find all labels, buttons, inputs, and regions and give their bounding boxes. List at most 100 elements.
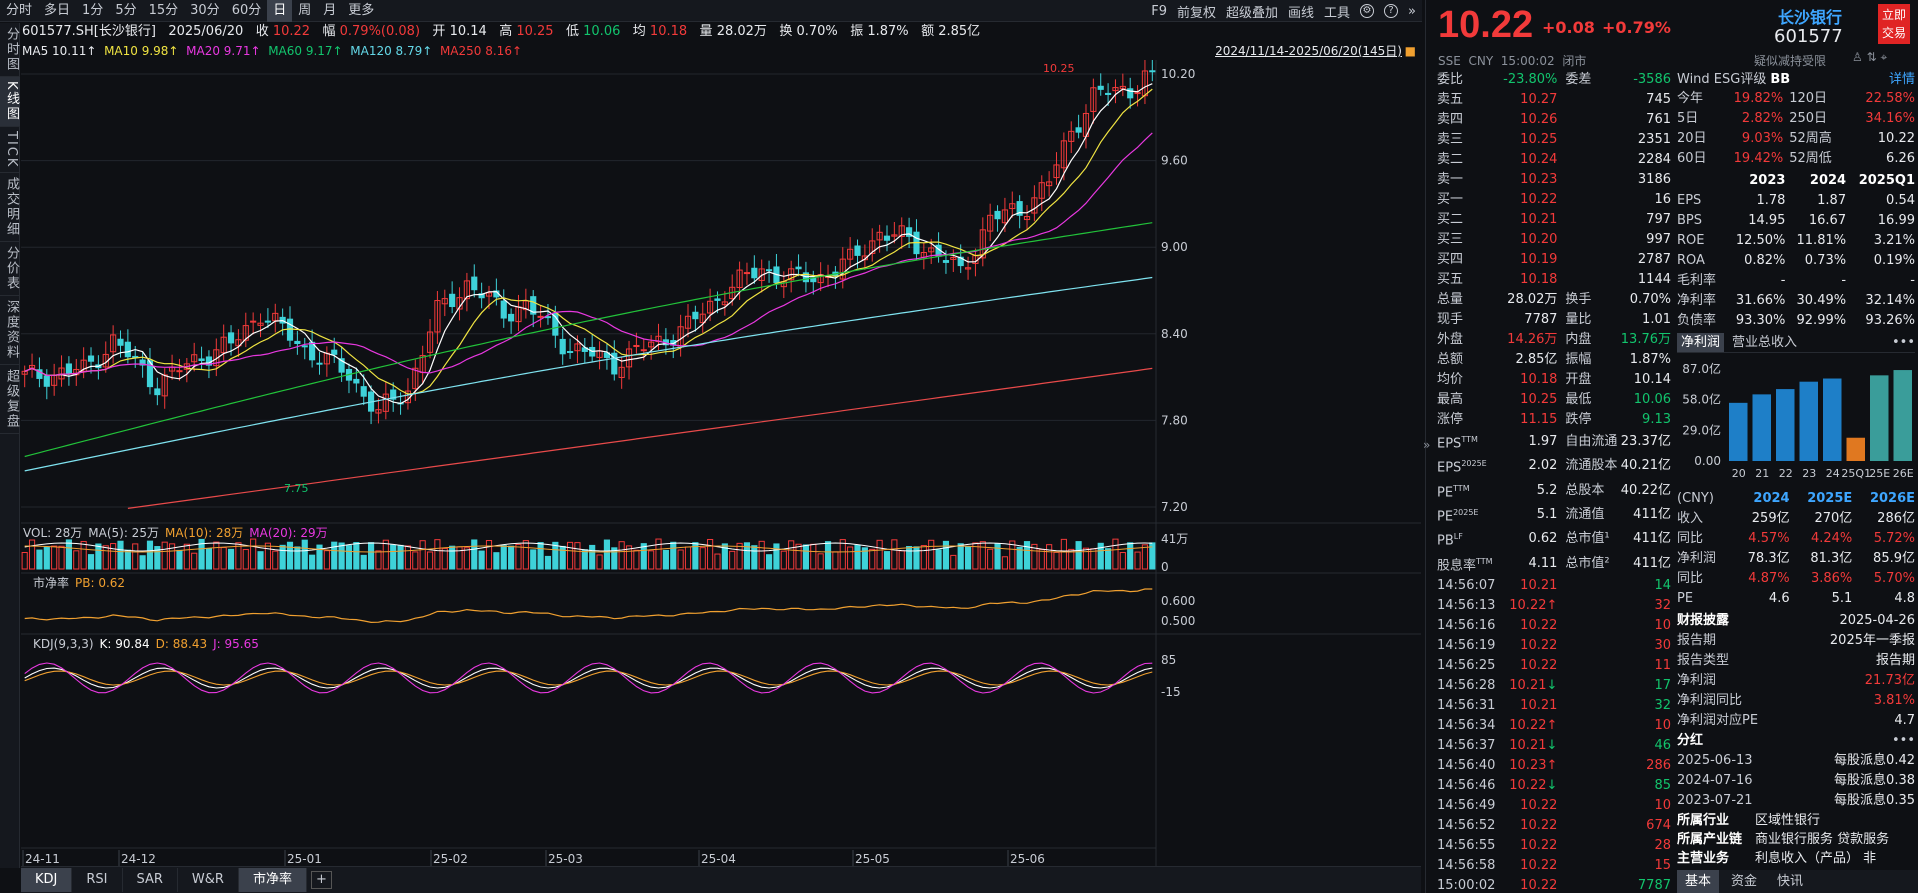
tick-time: 14:56:19 <box>1437 637 1496 653</box>
ma250-line <box>127 367 1153 509</box>
lock-icon[interactable]: ■ <box>1404 44 1416 58</box>
collapse-icon[interactable]: » <box>1408 3 1416 19</box>
settings-icon[interactable]: ⚙ <box>1360 4 1375 18</box>
profit-tab[interactable]: 净利润 <box>1677 333 1725 352</box>
add-indicator-icon[interactable]: + <box>310 871 332 889</box>
fin-value: 32.14% <box>1865 293 1915 308</box>
leftnav-item[interactable]: K线图 <box>0 77 20 127</box>
candle-body <box>1031 197 1038 214</box>
help-icon[interactable]: ? <box>1384 4 1399 18</box>
profit-bar <box>1893 370 1912 461</box>
candle-body <box>257 322 264 326</box>
panel-tab[interactable]: 资金 <box>1731 874 1758 889</box>
period-tab[interactable]: 月 <box>323 2 337 18</box>
indicator-tab[interactable]: RSI <box>72 868 123 892</box>
candle-body <box>574 343 581 352</box>
indicator-tab[interactable]: KDJ <box>21 868 73 892</box>
candle-body <box>839 258 846 280</box>
period-tab[interactable]: 分时 <box>6 2 33 18</box>
profit-bar <box>1823 378 1842 461</box>
period-tab[interactable]: 更多 <box>348 2 375 18</box>
spacer <box>1557 756 1619 776</box>
candle-body <box>146 360 154 388</box>
panel-icons[interactable]: ♙ ⇅ ⌖ <box>1852 50 1888 64</box>
kline-chart[interactable]: 10.20 9.60 9.00 8.40 7.80 7.20 10.25 7.75 VOL: 2… <box>21 60 1421 866</box>
volume-bar <box>1082 547 1090 570</box>
candle-body <box>552 312 559 336</box>
indicator-tab[interactable]: 市净率 <box>238 868 307 892</box>
leftnav-item[interactable]: 超级复盘 <box>0 365 20 434</box>
period-tab[interactable]: 60分 <box>231 2 262 18</box>
tick-volume: 17 <box>1654 677 1671 693</box>
fund-value: 0.62 <box>1528 531 1558 547</box>
fin-label: 负债率 <box>1677 313 1717 328</box>
tick-time: 14:56:58 <box>1437 857 1496 873</box>
period-tab[interactable]: 日 <box>267 0 293 22</box>
spacer <box>1557 230 1619 250</box>
forecast-value: 5.70% <box>1873 571 1915 586</box>
stat-value: 10.06 <box>1633 392 1671 407</box>
candle-body <box>353 378 360 384</box>
fund-value: 1.97 <box>1528 434 1558 450</box>
orderbook-row: 外盘 14.26万 内盘 13.76万 <box>1437 330 1671 350</box>
indicator-tab[interactable]: SAR <box>123 868 178 892</box>
volume-bar <box>1127 542 1134 570</box>
tick-price: 10.22 <box>1509 597 1547 613</box>
candle-body <box>928 247 935 253</box>
period-tab[interactable]: 1分 <box>82 2 104 18</box>
panel-tab[interactable]: 基本 <box>1677 870 1720 893</box>
fund-label2: 总市值¹ <box>1565 531 1610 547</box>
bar-label: 21 <box>1755 467 1769 480</box>
leftnav-item[interactable]: 分时图 <box>0 23 20 77</box>
tick-time: 14:56:52 <box>1437 817 1496 833</box>
spacer <box>1557 576 1619 596</box>
indicator-tab[interactable]: W&R <box>178 868 239 892</box>
leftnav-item[interactable]: TICK <box>0 127 20 173</box>
candle-body <box>1105 92 1112 95</box>
volume-bar <box>80 540 87 570</box>
report-row: 报告期 2025年一季报 <box>1677 631 1915 651</box>
panel-toggle-icon[interactable]: » <box>1423 438 1431 452</box>
volume-bars <box>21 538 1156 570</box>
more-icon[interactable]: ••• <box>1891 335 1915 350</box>
report-label: 净利润同比 <box>1677 693 1743 708</box>
stat-label: 内盘 <box>1565 332 1592 347</box>
stock-name[interactable]: 长沙银行 <box>1778 8 1843 27</box>
period-tab[interactable]: 30分 <box>190 2 220 18</box>
date-range[interactable]: 2024/11/14-2025/06/20(145日) <box>1215 44 1402 58</box>
draw-button[interactable]: 画线 <box>1288 5 1315 21</box>
period-tab[interactable]: 5分 <box>115 2 137 18</box>
volume-bar <box>301 539 308 570</box>
stat-value: 28.02万 <box>1507 292 1558 307</box>
adjust-button[interactable]: 前复权 <box>1176 5 1216 21</box>
stat-value: 11.15 <box>1520 412 1558 427</box>
trade-button[interactable]: 立即交易 <box>1878 4 1910 44</box>
perf-row: 60日 19.42% 52周低 6.26 <box>1677 149 1915 169</box>
period-tab[interactable]: 多日 <box>44 2 71 18</box>
report-label: 报告期 <box>1677 633 1717 648</box>
bar-label: 26E <box>1893 467 1914 480</box>
panel-tab[interactable]: 快讯 <box>1777 874 1804 889</box>
period-tab[interactable]: 15分 <box>148 2 179 18</box>
forecast-row: 净利润 78.3亿 81.3亿 85.9亿 <box>1677 549 1915 569</box>
volume-bar <box>920 545 927 570</box>
leftnav-item[interactable]: 成交明细 <box>0 173 20 242</box>
more-icon[interactable]: ••• <box>1891 733 1915 748</box>
forecast-table: (CNY) 2024 2025E 2026E 收入 259亿 270亿 286亿 同比 4.57%… <box>1677 489 1915 609</box>
profit-tab[interactable]: 营业总收入 <box>1732 335 1798 350</box>
period-tab[interactable]: 周 <box>298 2 312 18</box>
leftnav-item[interactable]: 深度资料 <box>0 296 20 365</box>
leftnav-item[interactable]: 分价表 <box>0 242 20 296</box>
fund-name: EPS <box>1437 460 1462 476</box>
report-row: 净利润 21.73亿 <box>1677 671 1915 691</box>
volume-bar <box>102 545 109 570</box>
f9-button[interactable]: F9 <box>1151 3 1167 19</box>
amt-value: 2.85亿 <box>938 24 981 39</box>
overlay-button[interactable]: 超级叠加 <box>1225 5 1278 21</box>
tools-button[interactable]: 工具 <box>1324 5 1351 21</box>
industry-block: 所属行业 区域性银行 所属产业链 商业银行服务 贷款服务 主营业务 利息收入（产品） 非 <box>1677 811 1915 868</box>
fund-sub: TTM <box>1461 435 1478 444</box>
tick-price-cell: 10.22 <box>1495 816 1557 836</box>
esg-detail-link[interactable]: 详情 <box>1888 72 1915 87</box>
volume-bar <box>883 551 891 570</box>
